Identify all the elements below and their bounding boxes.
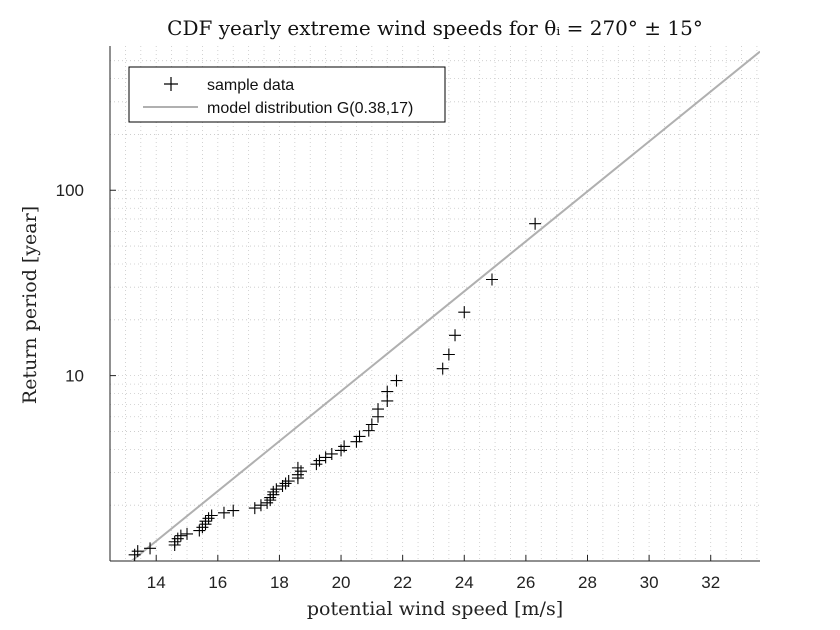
sample-data-point <box>174 529 187 542</box>
x-tick-label: 30 <box>640 573 659 592</box>
sample-data-point <box>485 273 498 286</box>
model-distribution-line <box>130 50 760 561</box>
sample-data-point <box>205 509 218 522</box>
sample-data-point <box>365 418 378 431</box>
sample-data-point <box>131 545 144 558</box>
sample-data-point <box>264 491 277 504</box>
y-axis-label: Return period [year] <box>19 206 41 404</box>
sample-data-point <box>181 527 194 540</box>
sample-data-point <box>202 512 215 525</box>
x-tick-label: 18 <box>270 573 289 592</box>
x-tick-label: 26 <box>516 573 535 592</box>
sample-data-point <box>442 348 455 361</box>
sample-data-point <box>325 447 338 460</box>
sample-data-point <box>270 483 283 496</box>
sample-data-point <box>144 542 157 555</box>
x-tick-label: 28 <box>578 573 597 592</box>
legend-box <box>128 66 446 123</box>
sample-data-point <box>227 504 240 517</box>
y-tick-label: 100 <box>56 181 84 200</box>
sample-data-point <box>279 477 292 490</box>
sample-data-point <box>171 532 184 545</box>
sample-data-point <box>199 515 212 528</box>
sample-data-point <box>449 329 462 342</box>
legend: sample data model distribution G(0.38,17… <box>128 66 446 123</box>
sample-data-point <box>372 403 385 416</box>
sample-data-point <box>313 454 326 467</box>
sample-data-point <box>254 499 267 512</box>
x-tick-label: 20 <box>332 573 351 592</box>
legend-sample-label: sample data <box>207 77 294 94</box>
plot-area <box>110 46 760 561</box>
sample-data-point <box>294 465 307 478</box>
sample-data-point <box>282 475 295 488</box>
sample-data-point <box>362 424 375 437</box>
x-tick-label: 16 <box>208 573 227 592</box>
x-tick-label: 24 <box>455 573 474 592</box>
sample-data-point <box>168 535 181 548</box>
sample-data-point <box>436 362 449 375</box>
x-axis-label: potential wind speed [m/s] <box>307 598 563 620</box>
sample-data-point <box>350 435 363 448</box>
chart-title: CDF yearly extreme wind speeds for θᵢ = … <box>167 16 703 40</box>
x-tick-label: 22 <box>393 573 412 592</box>
sample-data-point <box>276 479 289 492</box>
sample-data-point <box>267 485 280 498</box>
sample-data-point <box>319 451 332 464</box>
sample-data-point <box>529 217 542 230</box>
legend-model-label: model distribution G(0.38,17) <box>207 100 413 117</box>
x-tick-label: 32 <box>701 573 720 592</box>
sample-data-point <box>291 461 304 474</box>
sample-data-point <box>196 521 209 534</box>
sample-data-point <box>193 524 206 537</box>
y-tick-label: 10 <box>65 367 84 386</box>
sample-data-point <box>353 430 366 443</box>
sample-data-point <box>390 374 403 387</box>
axes: 14 16 18 20 22 24 26 28 30 32 10 100 <box>56 46 760 592</box>
sample-data-point <box>381 385 394 398</box>
model-line-layer <box>130 50 760 561</box>
sample-data-point <box>261 496 274 509</box>
sample-data-point <box>248 502 261 515</box>
sample-data-point <box>217 506 230 519</box>
sample-data-point <box>338 440 351 453</box>
sample-markers <box>128 217 542 561</box>
legend-sample-marker-icon <box>164 77 178 91</box>
sample-data-point <box>458 306 471 319</box>
x-tick-label: 14 <box>147 573 166 592</box>
